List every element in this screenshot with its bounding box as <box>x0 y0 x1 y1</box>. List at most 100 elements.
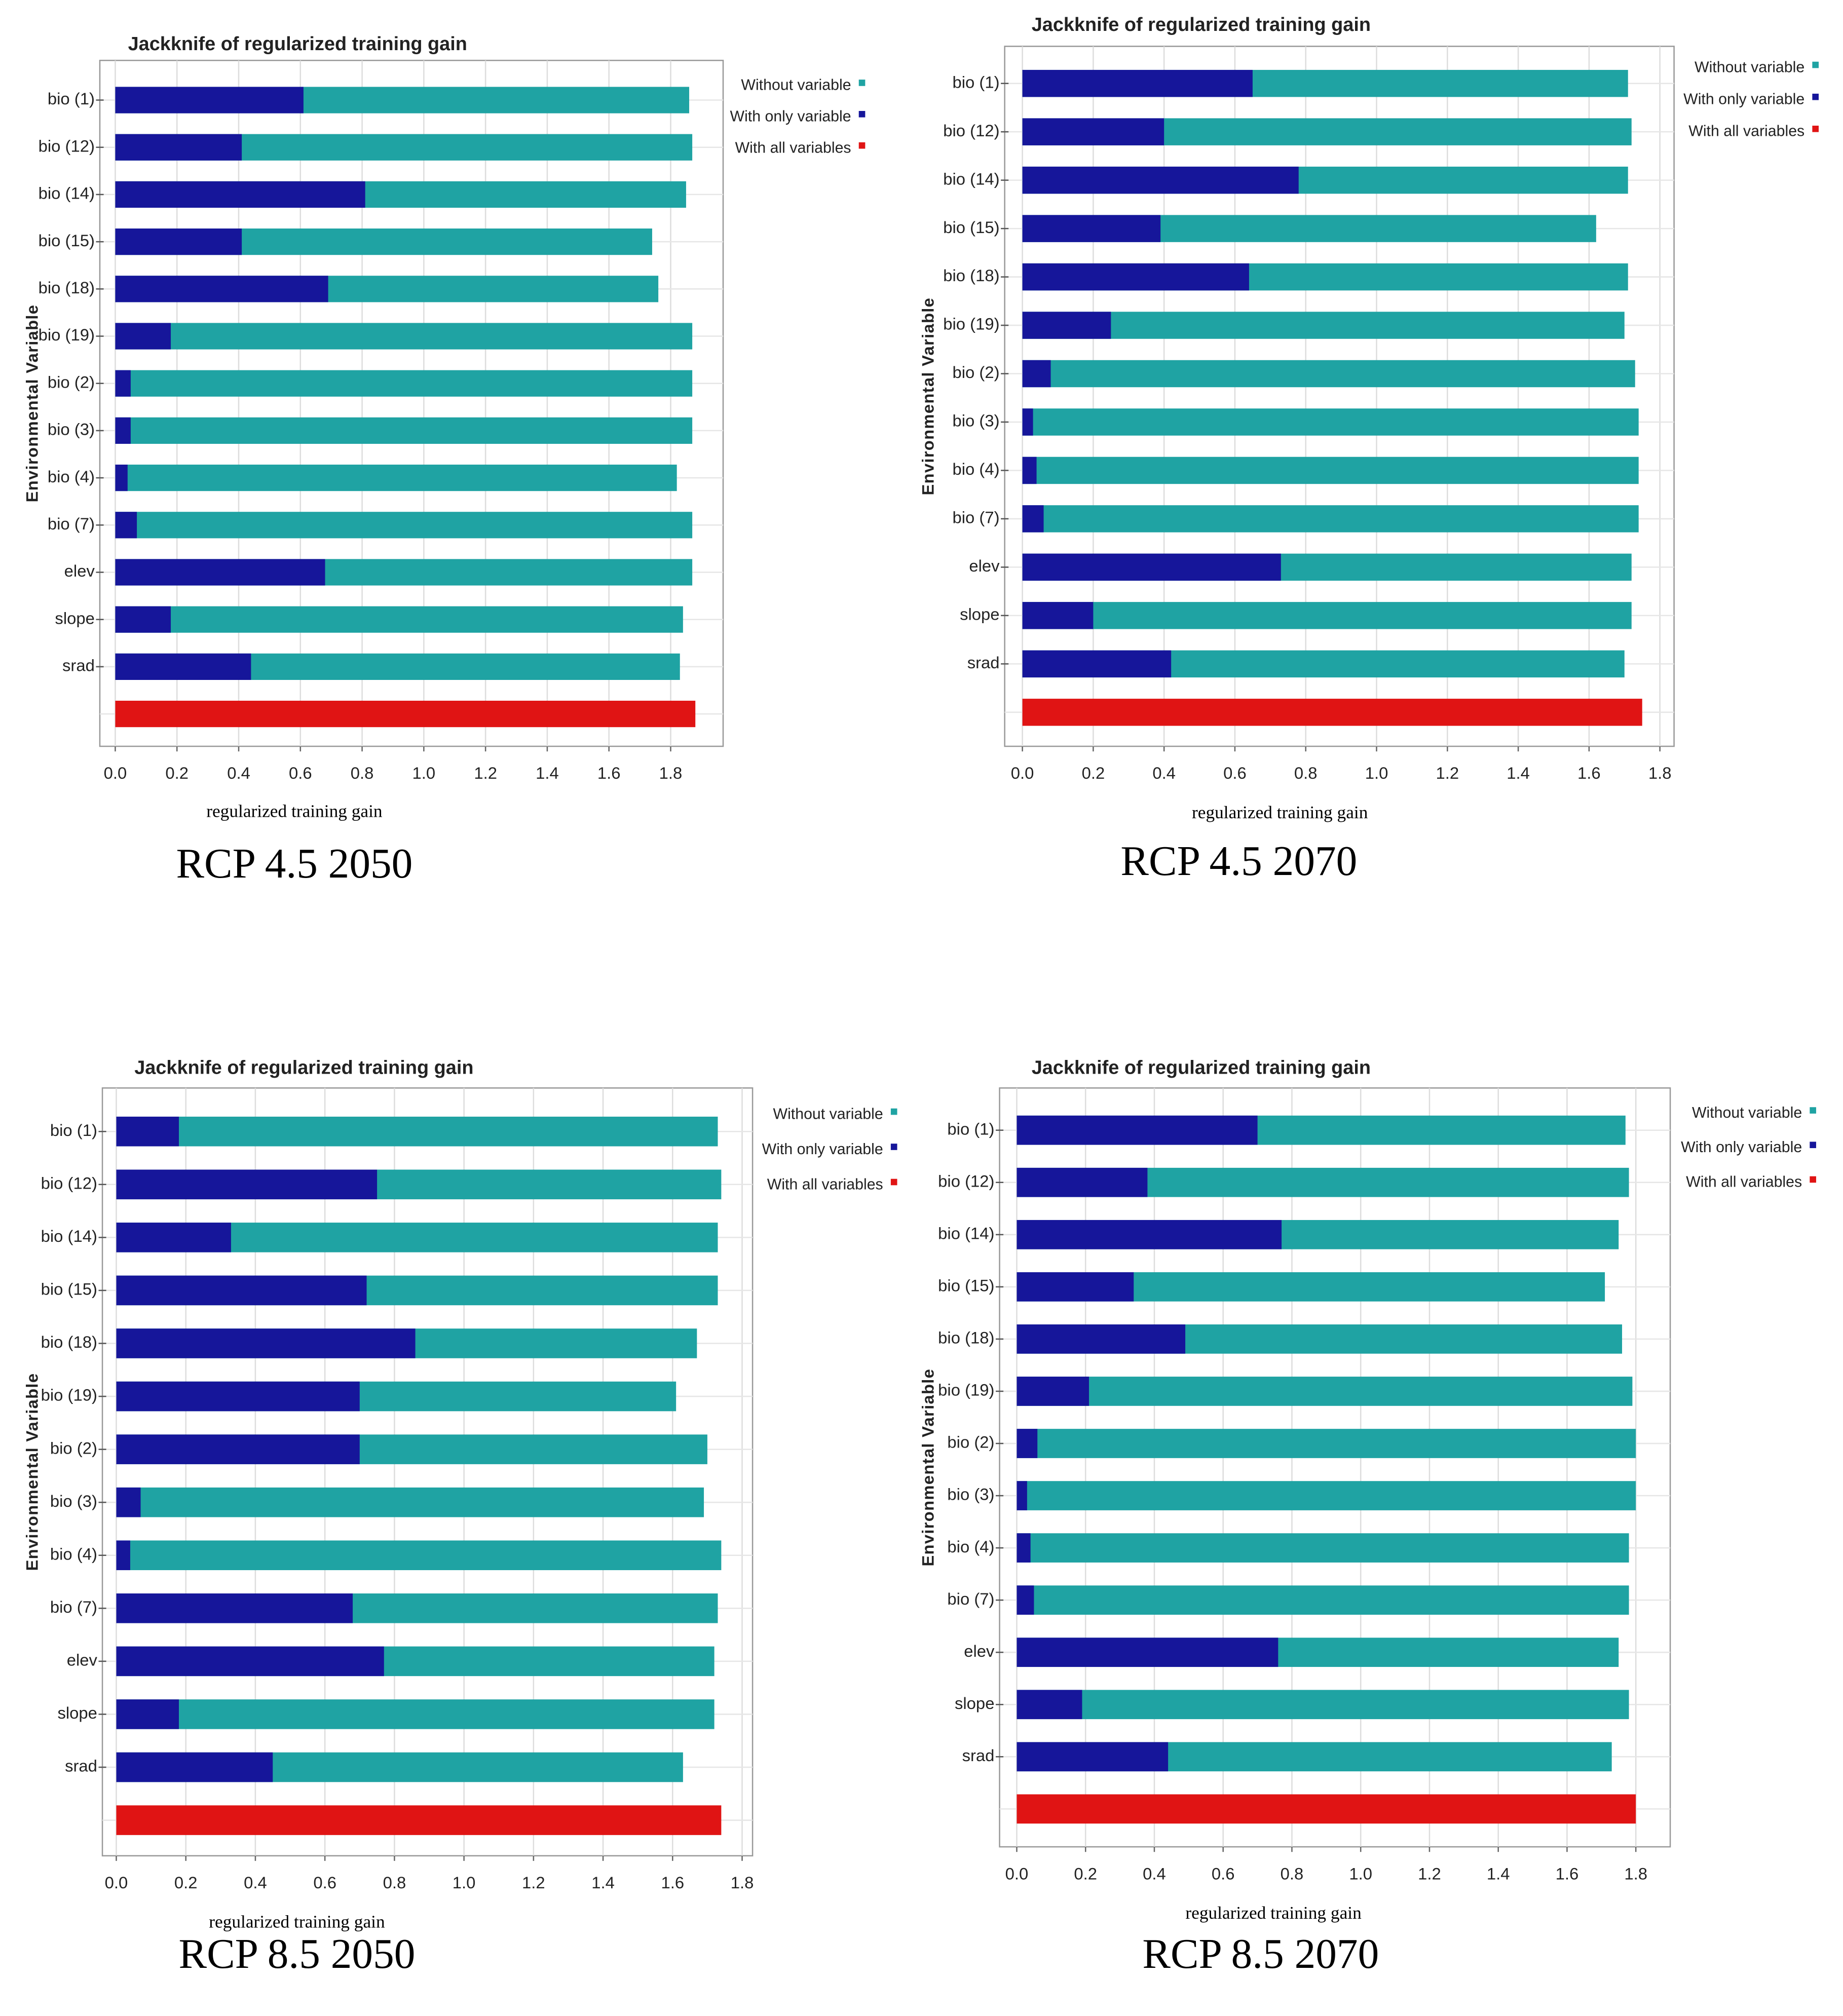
y-tick-label: elev <box>64 561 95 580</box>
bar <box>116 1328 416 1358</box>
legend-swatch <box>1810 1107 1816 1114</box>
legend-label: With only variable <box>762 1141 883 1158</box>
y-tick-label: bio (3) <box>50 1492 97 1510</box>
bar <box>115 417 131 444</box>
y-tick-label: bio (18) <box>41 1333 97 1351</box>
bar <box>1022 457 1037 484</box>
bar <box>1022 505 1639 532</box>
legend-label: Without variable <box>741 77 851 94</box>
y-tick-label: bio (14) <box>41 1227 97 1245</box>
x-tick-label: 1.0 <box>453 1873 476 1892</box>
x-tick-label: 1.0 <box>1349 1864 1372 1883</box>
y-tick-label: bio (14) <box>39 184 95 203</box>
plot-area <box>101 1087 754 1857</box>
x-tick-label: 0.0 <box>1005 1864 1029 1883</box>
x-axis-label: regularized training gain <box>1192 802 1368 822</box>
x-tick-label: 1.8 <box>659 764 683 782</box>
y-tick-label: slope <box>57 1703 97 1722</box>
bar <box>1022 408 1639 436</box>
x-tick-label: 0.6 <box>1212 1864 1235 1883</box>
y-axis-label: Environmental Variable <box>22 1373 41 1571</box>
bar <box>115 229 242 255</box>
y-tick-label: bio (15) <box>938 1276 994 1295</box>
legend-swatch <box>1810 1176 1816 1183</box>
x-tick-label: 1.8 <box>1648 764 1672 782</box>
plot-area <box>1004 46 1675 747</box>
y-tick-label: srad <box>65 1757 97 1775</box>
y-tick-label: bio (19) <box>39 325 95 344</box>
legend-label: Without variable <box>1692 1105 1802 1121</box>
bar <box>1022 602 1632 629</box>
y-axis-label: Environmental Variable <box>22 305 41 503</box>
x-tick-label: 0.2 <box>1074 1864 1097 1883</box>
y-tick-label: bio (19) <box>943 315 999 333</box>
y-tick-label: bio (1) <box>953 72 1000 91</box>
legend-swatch <box>858 110 866 118</box>
legend-swatch <box>890 1108 897 1115</box>
y-tick-label: bio (18) <box>39 278 95 297</box>
x-tick-label: 1.6 <box>1556 1864 1579 1883</box>
x-tick-label: 1.2 <box>474 764 497 782</box>
bar <box>1017 1377 1089 1406</box>
x-tick-label: 1.6 <box>661 1873 684 1892</box>
bar <box>115 276 328 302</box>
bar <box>116 1646 384 1677</box>
legend-swatch <box>1810 1142 1816 1149</box>
y-tick-label: bio (4) <box>50 1544 97 1563</box>
bar <box>115 417 693 444</box>
x-tick-label: 1.4 <box>1487 1864 1510 1883</box>
legend-label: With all variables <box>767 1176 883 1193</box>
x-tick-label: 0.6 <box>313 1873 336 1892</box>
y-tick-label: bio (7) <box>947 1589 994 1608</box>
bar <box>115 323 693 350</box>
legend-swatch <box>890 1144 897 1150</box>
bar <box>1022 118 1164 145</box>
bar <box>115 370 131 397</box>
bar <box>115 512 693 539</box>
y-tick-label: bio (15) <box>943 218 999 237</box>
bar <box>1022 312 1111 339</box>
bar <box>115 87 304 113</box>
y-tick-label: bio (2) <box>947 1433 994 1452</box>
y-tick-label: bio (3) <box>953 411 1000 430</box>
plot-area <box>999 1087 1671 1848</box>
bar <box>116 1487 141 1517</box>
bar <box>1022 263 1249 291</box>
bar <box>1017 1429 1636 1458</box>
x-tick-label: 1.6 <box>1577 764 1601 782</box>
bar <box>1022 360 1635 388</box>
y-tick-label: bio (4) <box>947 1537 994 1556</box>
y-tick-label: bio (2) <box>50 1438 97 1457</box>
y-axis-label: Environmental Variable <box>918 1368 937 1567</box>
x-tick-label: 0.6 <box>1223 764 1247 782</box>
y-tick-label: slope <box>955 1694 994 1713</box>
x-tick-label: 0.0 <box>105 1873 128 1892</box>
x-tick-label: 0.2 <box>165 764 189 782</box>
y-tick-label: elev <box>67 1651 98 1669</box>
x-tick-label: 0.2 <box>174 1873 198 1892</box>
chart-title: Jackknife of regularized training gain <box>1032 14 1371 35</box>
legend-swatch <box>890 1178 897 1186</box>
legend-label: With only variable <box>1683 91 1804 108</box>
bar <box>1022 505 1044 532</box>
bar <box>116 1699 179 1729</box>
legend-label: With all variables <box>1688 123 1804 140</box>
bar <box>1017 1481 1027 1510</box>
x-tick-label: 1.8 <box>731 1873 754 1892</box>
y-tick-label: bio (12) <box>39 136 95 155</box>
bar <box>115 181 365 208</box>
y-tick-label: bio (19) <box>41 1386 97 1404</box>
y-tick-label: elev <box>964 1642 995 1660</box>
x-axis-label: regularized training gain <box>206 801 383 821</box>
legend-label: With only variable <box>1681 1139 1802 1156</box>
bar <box>1017 1585 1034 1615</box>
legend-swatch <box>1812 126 1819 132</box>
y-tick-label: bio (2) <box>953 363 1000 382</box>
legend-swatch <box>858 80 866 86</box>
y-tick-label: slope <box>960 605 999 624</box>
bar <box>1017 1690 1082 1720</box>
y-tick-label: bio (1) <box>48 89 95 108</box>
y-tick-label: bio (12) <box>938 1171 994 1190</box>
legend-label: With only variable <box>730 108 851 125</box>
